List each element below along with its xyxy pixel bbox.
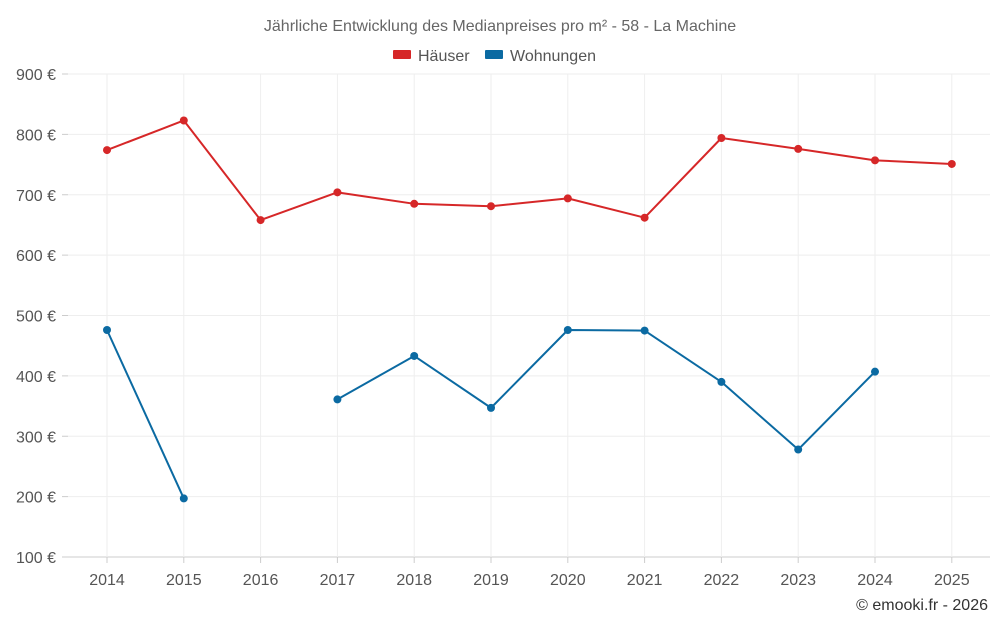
legend: Häuser Wohnungen [393, 48, 596, 65]
data-point-haeuser[interactable] [794, 144, 803, 153]
series-line-wohnungen [106, 329, 185, 499]
legend-label-wohnungen: Wohnungen [510, 48, 596, 65]
y-tick-label: 700 € [16, 188, 56, 205]
legend-item-wohnungen[interactable]: Wohnungen [485, 48, 596, 65]
data-point-haeuser[interactable] [717, 133, 726, 142]
data-point-haeuser[interactable] [563, 194, 572, 203]
data-point-wohnungen[interactable] [487, 403, 495, 412]
series-line-haeuser [106, 119, 952, 222]
data-point-wohnungen[interactable] [410, 351, 419, 360]
data-point-wohnungen[interactable] [333, 395, 342, 404]
data-point-haeuser[interactable] [410, 199, 419, 208]
data-point-wohnungen[interactable] [103, 325, 111, 334]
x-tick-label: 2021 [627, 572, 663, 589]
series-line-wohnungen [336, 328, 876, 451]
legend-item-haeuser[interactable]: Häuser [393, 48, 470, 65]
legend-swatch-wohnungen [485, 50, 503, 59]
data-point-wohnungen[interactable] [717, 377, 726, 386]
x-tick-label: 2018 [396, 572, 432, 589]
y-tick-label: 800 € [16, 127, 56, 144]
grid [68, 73, 990, 558]
y-tick-label: 500 € [16, 309, 56, 326]
y-tick-label: 600 € [16, 248, 56, 265]
data-point-wohnungen[interactable] [179, 494, 188, 503]
x-tick-label: 2016 [243, 572, 279, 589]
data-point-wohnungen[interactable] [563, 325, 572, 334]
data-point-haeuser[interactable] [640, 213, 649, 222]
chart-title: Jährliche Entwicklung des Medianpreises … [264, 18, 736, 35]
legend-swatch-haeuser [393, 50, 411, 59]
data-point-haeuser[interactable] [103, 146, 111, 155]
y-tick-label: 300 € [16, 429, 56, 446]
data-point-haeuser[interactable] [179, 116, 188, 125]
data-point-haeuser[interactable] [256, 216, 265, 225]
credit-text: © emooki.fr - 2026 [856, 597, 988, 614]
legend-label-haeuser: Häuser [418, 48, 470, 65]
x-tick-label: 2024 [857, 572, 893, 589]
x-tick-label: 2017 [320, 572, 356, 589]
data-point-wohnungen[interactable] [794, 445, 803, 454]
data-point-wohnungen[interactable] [640, 326, 649, 335]
x-tick-label: 2019 [473, 572, 509, 589]
data-point-wohnungen[interactable] [871, 367, 879, 376]
y-tick-label: 200 € [16, 490, 56, 507]
data-point-haeuser[interactable] [333, 188, 342, 197]
axes: 100 € 200 € 300 € 400 € 500 € 600 € 700 € 800 €… [16, 67, 970, 589]
x-tick-label: 2023 [780, 572, 816, 589]
data-point-haeuser[interactable] [871, 156, 879, 165]
y-tick-label: 900 € [16, 67, 56, 84]
x-tick-label: 2020 [550, 572, 586, 589]
y-tick-label: 400 € [16, 369, 56, 386]
x-tick-label: 2015 [166, 572, 202, 589]
x-tick-label: 2014 [89, 572, 125, 589]
data-point-haeuser[interactable] [487, 202, 495, 211]
x-tick-label: 2025 [934, 572, 970, 589]
y-tick-label: 100 € [16, 550, 56, 567]
data-point-haeuser[interactable] [947, 159, 956, 168]
x-tick-label: 2022 [704, 572, 740, 589]
series-layer [103, 116, 956, 503]
